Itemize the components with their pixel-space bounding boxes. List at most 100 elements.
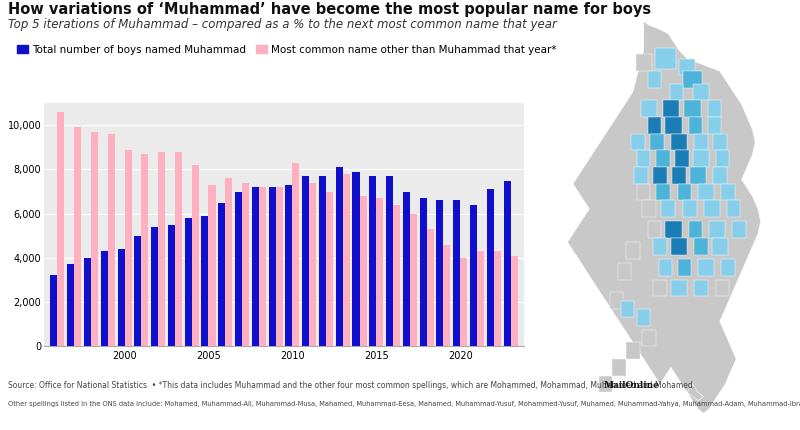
Bar <box>618 263 631 280</box>
Bar <box>202 216 209 346</box>
Bar <box>486 189 494 346</box>
Bar <box>722 184 735 200</box>
Bar <box>359 196 366 346</box>
Bar <box>672 167 686 184</box>
Text: How variations of ‘Muhammad’ have become the most popular name for boys: How variations of ‘Muhammad’ have become… <box>8 2 651 17</box>
Bar <box>235 191 242 346</box>
Bar <box>226 178 232 346</box>
Bar <box>656 184 670 200</box>
Bar <box>694 238 708 255</box>
Bar <box>698 184 714 200</box>
Bar <box>726 200 740 217</box>
Bar <box>698 259 714 276</box>
Bar <box>342 174 350 346</box>
Bar <box>84 258 91 346</box>
Bar <box>648 221 662 238</box>
Bar <box>403 191 410 346</box>
Bar <box>716 280 730 296</box>
Bar <box>635 55 652 71</box>
Bar <box>192 165 198 346</box>
Bar <box>494 251 501 346</box>
Bar <box>689 221 702 238</box>
Bar <box>703 200 720 217</box>
Bar <box>648 117 662 134</box>
Bar <box>654 167 667 184</box>
Bar <box>650 134 664 150</box>
Bar <box>151 227 158 346</box>
Bar <box>108 134 115 346</box>
Legend: Total number of boys named Muhammad, Most common name other than Muhammad that y: Total number of boys named Muhammad, Mos… <box>14 40 561 59</box>
Bar <box>453 200 460 346</box>
Bar <box>269 187 276 346</box>
Bar <box>658 259 672 276</box>
Bar <box>393 205 400 346</box>
Bar <box>460 258 467 346</box>
Bar <box>642 330 656 347</box>
Bar <box>503 181 510 346</box>
Bar <box>74 127 82 346</box>
Bar <box>276 187 282 346</box>
Bar <box>662 100 679 117</box>
Bar <box>678 259 691 276</box>
Bar <box>689 117 702 134</box>
Bar <box>252 187 259 346</box>
Bar <box>67 264 74 346</box>
Bar <box>654 48 676 69</box>
Bar <box>712 238 728 255</box>
Bar <box>637 309 650 326</box>
Bar <box>286 185 292 346</box>
Bar <box>637 184 650 200</box>
Bar <box>709 221 726 238</box>
Bar <box>694 280 708 296</box>
Bar <box>91 132 98 346</box>
Bar <box>259 187 266 346</box>
Bar <box>470 205 477 346</box>
Bar <box>656 150 670 167</box>
Text: Top 5 iterations of Muhammad – compared as a % to the next most common name that: Top 5 iterations of Muhammad – compared … <box>8 18 557 31</box>
Bar <box>716 150 730 167</box>
Bar <box>634 167 648 184</box>
Bar <box>708 100 722 117</box>
Bar <box>118 249 125 346</box>
Bar <box>613 359 626 376</box>
Bar <box>662 200 675 217</box>
Bar <box>326 191 333 346</box>
Bar <box>693 84 709 100</box>
Bar <box>386 176 393 346</box>
Bar <box>292 163 299 346</box>
Bar <box>58 112 65 346</box>
Bar <box>671 134 687 150</box>
Bar <box>642 200 656 217</box>
Bar <box>690 167 706 184</box>
Bar <box>671 280 687 296</box>
Bar <box>631 134 645 150</box>
Bar <box>158 152 165 346</box>
Bar <box>679 58 695 75</box>
Bar <box>175 152 182 346</box>
Bar <box>732 221 746 238</box>
Y-axis label: Amount of names: Amount of names <box>0 178 3 271</box>
Bar <box>420 198 426 346</box>
Bar <box>209 185 215 346</box>
Bar <box>426 229 434 346</box>
Bar <box>510 255 518 346</box>
Text: Other spellings listed in the ONS data include: Mohamed, Muhammad-Ali, Muhammad-: Other spellings listed in the ONS data i… <box>8 401 800 407</box>
Bar <box>708 117 722 134</box>
Bar <box>610 292 623 309</box>
Bar <box>678 184 691 200</box>
Bar <box>443 245 450 346</box>
Bar <box>598 376 613 392</box>
Bar <box>309 183 316 346</box>
Bar <box>693 150 709 167</box>
Bar <box>637 150 650 167</box>
Bar <box>666 221 682 238</box>
Bar <box>168 224 175 346</box>
Bar <box>683 200 697 217</box>
Bar <box>319 176 326 346</box>
Bar <box>242 183 249 346</box>
Bar <box>376 198 383 346</box>
Bar <box>336 167 342 346</box>
Bar <box>353 172 359 346</box>
Bar <box>675 150 689 167</box>
Bar <box>185 218 192 346</box>
